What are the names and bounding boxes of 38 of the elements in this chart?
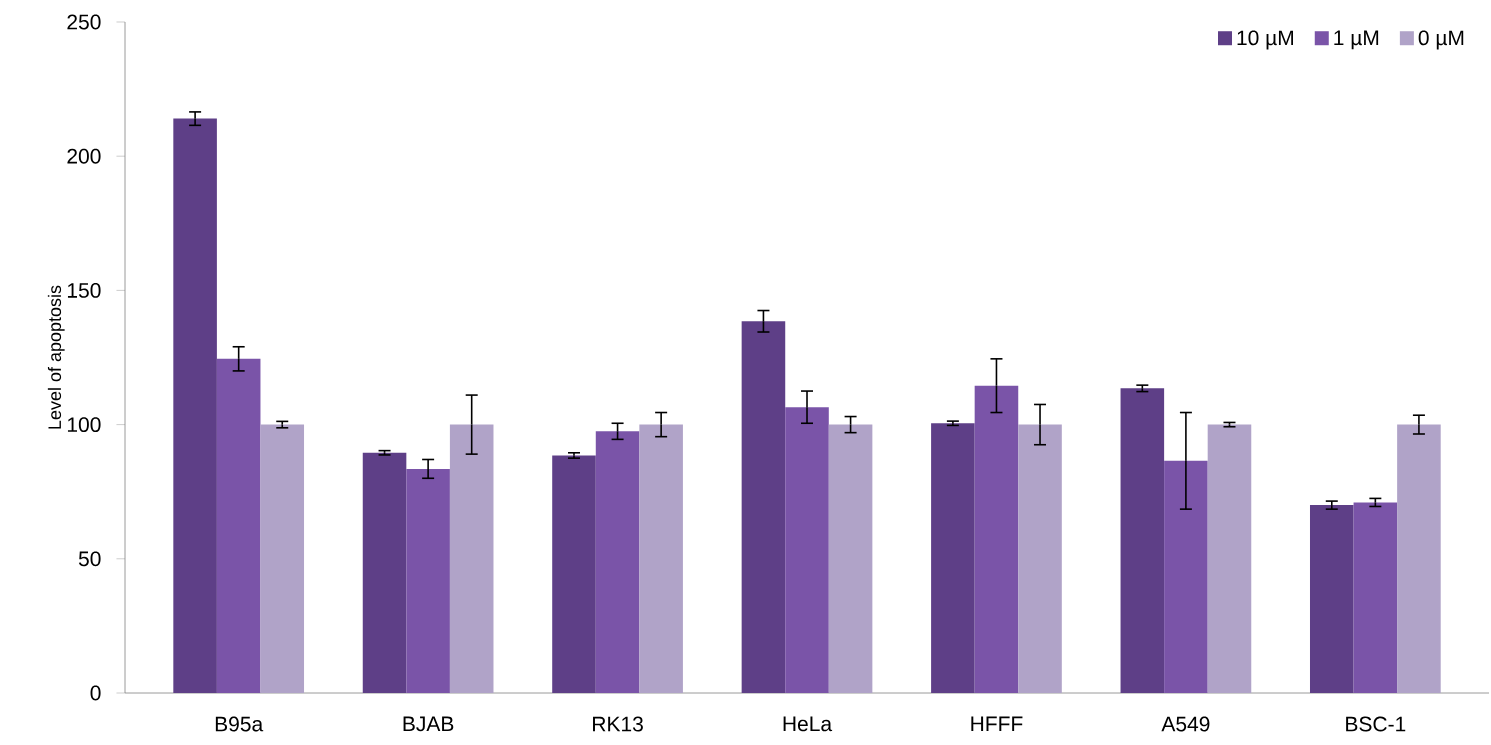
x-tick-label: RK13 [593,716,643,732]
y-axis-title: Level of apoptosis [47,285,65,429]
x-tick-label: A549 [1161,716,1210,732]
x-tick-label: HeLa [783,716,833,732]
y-tick-label: 200 [67,148,101,164]
y-tick-label: 250 [67,14,101,30]
bar [974,385,1019,693]
x-tick-label: BSC-1 [1346,716,1406,732]
y-tick-label: 0 [90,685,101,701]
legend-label: 1 µM [1334,30,1379,50]
y-tick-label: 100 [67,417,101,433]
bar [741,321,786,693]
bar [595,431,640,693]
bar [1164,460,1208,693]
x-tick-label: BJAB [403,716,454,732]
legend-label: 0 µM [1418,30,1464,50]
bar [1397,424,1441,693]
bar [216,358,261,693]
bar [406,468,450,693]
y-tick-label: 150 [67,282,101,298]
bar [552,455,596,693]
bar [1353,502,1398,693]
x-tick-label: HFFF [971,716,1023,732]
bar [785,407,829,693]
bar [1207,424,1252,693]
x-tick-label: B95a [215,716,264,732]
bar [362,452,407,693]
bar [260,424,305,693]
bar [449,424,494,693]
bar [639,424,683,693]
bar [173,118,217,693]
legend-label: 10 µM [1237,30,1293,50]
bar [828,424,873,693]
bar [1309,505,1354,693]
bar [1120,388,1165,693]
bar [931,423,975,693]
y-tick-label: 50 [78,551,101,567]
bar [1018,424,1062,693]
